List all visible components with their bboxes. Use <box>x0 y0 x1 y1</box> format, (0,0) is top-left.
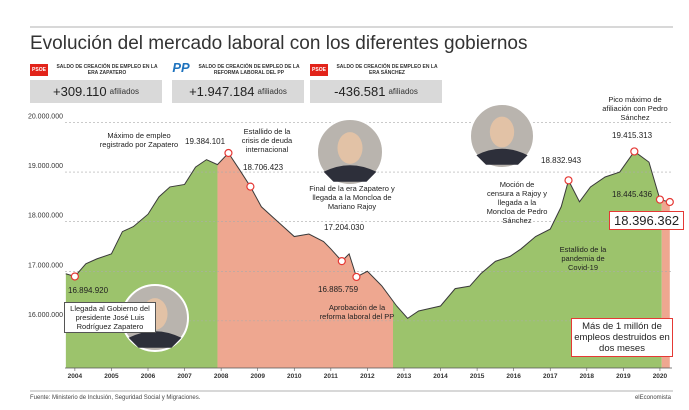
x-tick-label: 2004 <box>68 373 83 380</box>
x-tick-label: 2009 <box>250 373 265 380</box>
summary-caption: SALDO DE CREACIÓN DE EMPLEO DE LA REFORM… <box>198 64 300 76</box>
annotation-text: Moción de censura a Rajoy y llegada a la… <box>486 180 548 225</box>
x-tick-label: 2008 <box>214 373 229 380</box>
summary: PSOE SALDO DE CREACIÓN DE EMPLEO EN LA ER… <box>310 62 442 104</box>
note: Más de 1 millón de empleos destruidos en… <box>571 318 673 357</box>
annotation-marker <box>665 197 674 207</box>
annotation-text: Estallido de la pandemia de Covid-19 <box>559 245 607 272</box>
x-tick-label: 2007 <box>177 373 192 380</box>
x-tick-label: 2005 <box>104 373 119 380</box>
portrait-face <box>337 132 363 164</box>
line <box>65 150 670 320</box>
summary-caption: SALDO DE CREACIÓN DE EMPLEO EN LA ERA SÁ… <box>336 64 438 76</box>
x-tick-label: 2018 <box>580 373 595 380</box>
x-tick-label: 2020 <box>653 373 668 380</box>
x-tick-label: 2012 <box>360 373 375 380</box>
summary-value-box: +309.110 afiliados <box>30 80 162 103</box>
x-tick-label: 2015 <box>470 373 485 380</box>
annotation-text: Pico máximo de afiliación con Pedro Sánc… <box>602 95 668 122</box>
annotation-value: 19.384.101 <box>185 137 226 146</box>
annotation-value: 18.396.362 <box>609 211 685 230</box>
x-tick-label: 2013 <box>397 373 412 380</box>
period-fill <box>661 151 670 368</box>
summary-unit: afiliados <box>257 87 287 96</box>
annotation-value: 18.445.436 <box>612 190 653 199</box>
y-tick-label: 18.000.000 <box>28 213 63 220</box>
summary-unit: afiliados <box>388 87 418 96</box>
party-logo: PP <box>172 59 190 75</box>
x-tick-label: 2014 <box>433 373 448 380</box>
summary-value: +309.110 <box>53 84 107 99</box>
annotation-text: Llegada al Gobierno del presidente José … <box>64 302 156 333</box>
annotation-marker <box>70 272 79 281</box>
portrait-suit <box>128 331 182 348</box>
y-tick-label: 16.000.000 <box>28 312 63 319</box>
summary-value-box: +1.947.184 afiliados <box>172 80 304 103</box>
annotation-text: Aprobación de la reforma laboral del PP <box>319 303 395 321</box>
x-tick-label: 2016 <box>506 373 521 380</box>
summary-unit: afiliados <box>109 87 139 96</box>
portrait-face <box>489 116 515 148</box>
x-tick-label: 2010 <box>287 373 302 380</box>
x-tick-label: 2011 <box>324 373 338 380</box>
summary: PP SALDO DE CREACIÓN DE EMPLEO DE LA REFO… <box>172 59 304 104</box>
summary: PSOE SALDO DE CREACIÓN DE EMPLEO EN LA ER… <box>30 62 162 104</box>
party-logo: PSOE <box>30 64 48 76</box>
annotation-marker <box>655 195 665 204</box>
source: Fuente: Ministerio de Inclusión, Segurid… <box>30 395 201 401</box>
annotation-text: Final de la era Zapatero y llegada a la … <box>309 184 395 211</box>
annotation-marker <box>246 182 255 191</box>
annotation-text: Estallido de la crisis de deuda internac… <box>241 127 293 154</box>
annotation-value: 18.706.423 <box>243 163 284 172</box>
annotation-value: 17.204.030 <box>324 223 365 232</box>
x-tick-label: 2017 <box>543 373 558 380</box>
portrait-suit <box>476 148 528 165</box>
summary-value-box: -436.581 afiliados <box>310 80 442 103</box>
summary-value: -436.581 <box>334 84 386 99</box>
annotation-marker <box>352 272 361 282</box>
annotation-value: 19.415.313 <box>612 131 653 140</box>
brand: elEconomista <box>634 395 671 401</box>
portrait-suit <box>323 165 377 182</box>
annotation-marker <box>224 148 233 158</box>
party-logo: PSOE <box>310 64 328 76</box>
summary-caption: SALDO DE CREACIÓN DE EMPLEO EN LA ERA ZA… <box>56 64 158 76</box>
annotation-value: 16.885.759 <box>318 285 359 294</box>
annotation-text: Máximo de empleo registrado por Zapatero <box>99 131 179 149</box>
summary-value: +1.947.184 <box>189 84 255 99</box>
annotation-marker <box>564 176 573 185</box>
annotation-value: 18.832.943 <box>541 156 582 165</box>
title: Evolución del mercado laboral con los di… <box>30 33 528 54</box>
x-tick-label: 2006 <box>141 373 156 380</box>
y-tick-label: 20.000.000 <box>28 113 63 120</box>
x-tick-label: 2019 <box>616 373 631 380</box>
annotation-marker <box>337 257 346 266</box>
y-tick-label: 17.000.000 <box>28 262 63 269</box>
annotation-value: 16.894.920 <box>68 286 109 295</box>
annotation-marker <box>630 147 639 156</box>
y-tick-label: 19.000.000 <box>28 163 63 170</box>
